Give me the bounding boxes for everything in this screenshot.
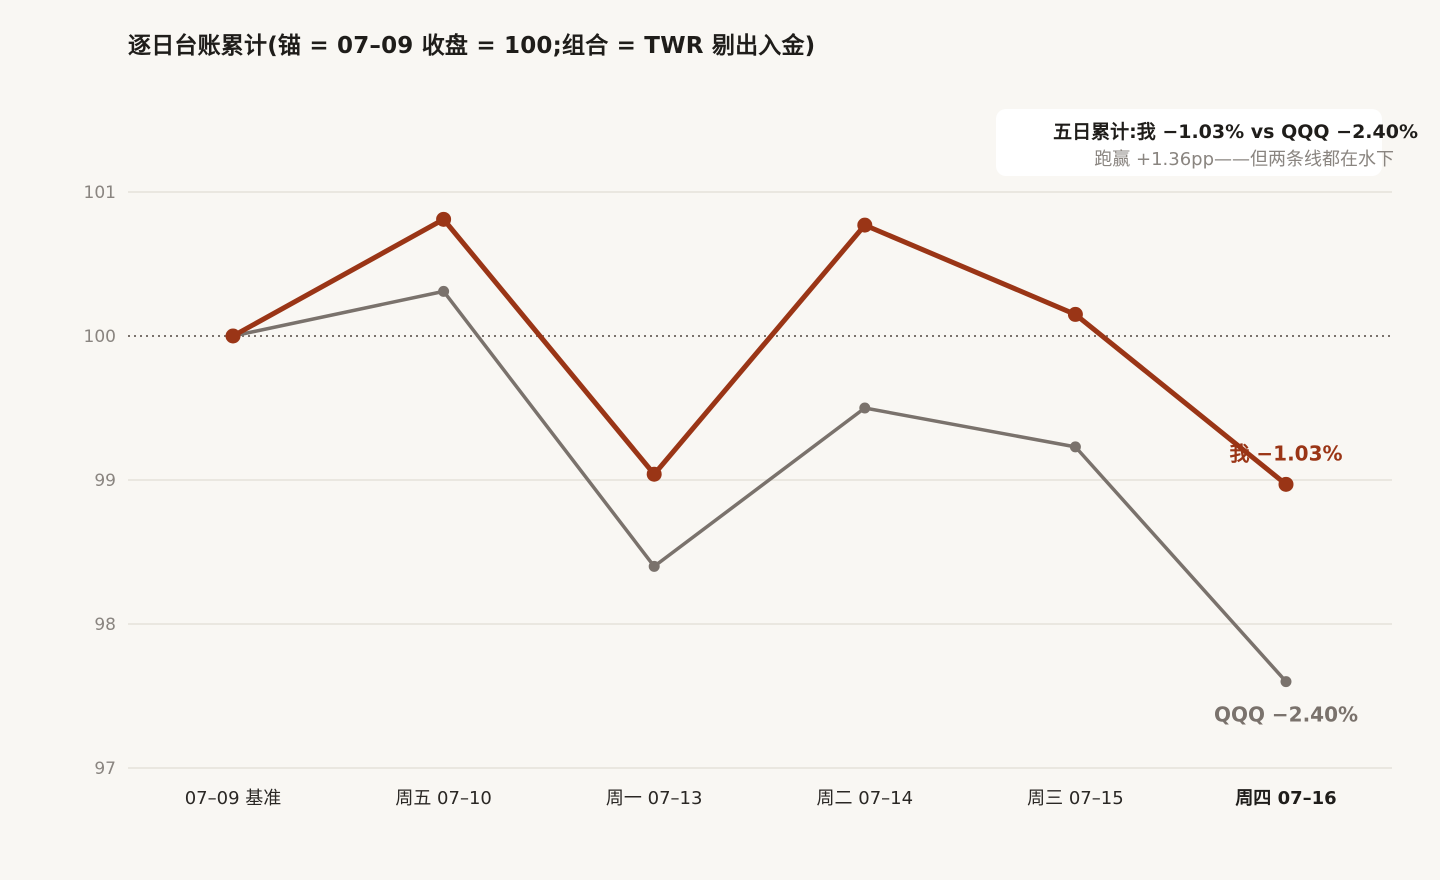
y-tick-label: 101 <box>84 183 116 203</box>
data-point-mine <box>436 211 452 227</box>
data-point-qqq <box>438 285 450 297</box>
x-tick-label: 周三 07–15 <box>1027 788 1124 809</box>
data-point-qqq <box>1069 441 1081 453</box>
x-tick-label: 周二 07–14 <box>817 788 914 809</box>
y-tick-label: 97 <box>94 759 116 779</box>
summary-headline: 五日累计:我 −1.03% vs QQQ −2.40% <box>1053 121 1418 143</box>
data-point-mine <box>1278 476 1294 492</box>
summary-box: 五日累计:我 −1.03% vs QQQ −2.40% 跑赢 +1.36pp——… <box>996 109 1418 176</box>
y-tick-label: 99 <box>94 471 116 491</box>
y-tick-label: 100 <box>84 327 116 347</box>
x-tick-label: 07–09 基准 <box>185 788 282 809</box>
summary-note: 跑赢 +1.36pp——但两条线都在水下 <box>1094 149 1394 170</box>
x-tick-label: 周一 07–13 <box>606 788 703 809</box>
data-point-mine <box>857 217 873 233</box>
chart-title: 逐日台账累计(锚 = 07–09 收盘 = 100;组合 = TWR 剔出入金) <box>128 33 816 59</box>
data-point-qqq <box>1280 676 1292 688</box>
x-tick-label: 周四 07–16 <box>1235 788 1336 809</box>
data-point-qqq <box>859 402 871 414</box>
end-label-mine: 我 −1.03% <box>1229 441 1342 465</box>
y-tick-label: 98 <box>94 615 116 635</box>
data-point-mine <box>646 466 662 482</box>
x-tick-label: 周五 07–10 <box>395 788 492 809</box>
data-point-mine <box>225 328 241 344</box>
series-line-mine <box>230 216 1289 487</box>
data-point-qqq <box>648 560 660 572</box>
series-line-qqq <box>231 289 1288 684</box>
end-label-qqq: QQQ −2.40% <box>1214 703 1358 727</box>
data-point-mine <box>1067 306 1083 322</box>
